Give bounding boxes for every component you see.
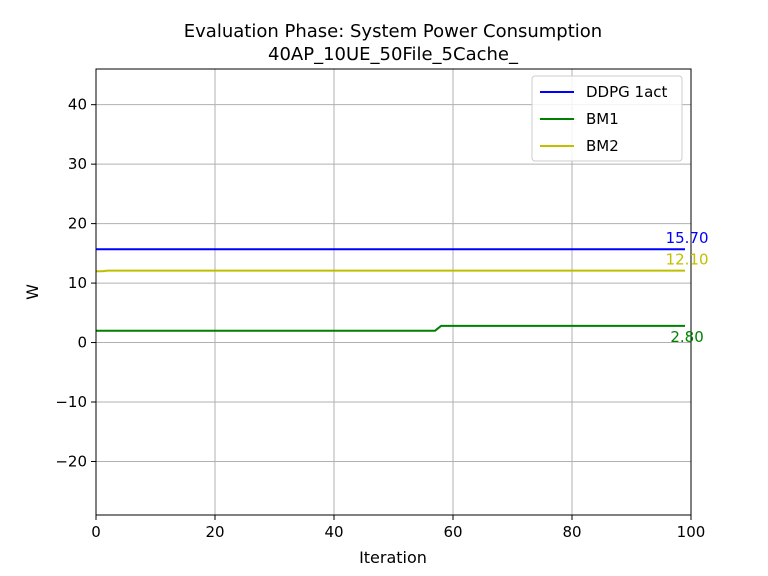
y-tick-label: −20 [55, 452, 87, 470]
y-tick-label: 30 [68, 155, 87, 173]
y-tick-label: 10 [68, 274, 87, 292]
x-tick-label: 0 [91, 523, 101, 541]
end-value-label: 2.80 [670, 328, 703, 346]
y-tick-label: 20 [68, 215, 87, 233]
series-lines [96, 248, 685, 332]
chart-title: Evaluation Phase: System Power Consumpti… [184, 21, 602, 42]
plot-frame [95, 68, 692, 516]
series-line-1 [96, 324, 685, 332]
x-tick-label: 100 [677, 523, 706, 541]
series-line-2 [96, 269, 685, 273]
y-tick-label: 40 [68, 96, 87, 114]
end-value-label: 15.70 [666, 229, 709, 247]
ticks: 0 20 40 60 80 100 −20 −10 0 10 20 30 40 [55, 96, 705, 541]
chart-subtitle: 40AP_10UE_50File_5Cache_ [268, 44, 519, 65]
x-axis-label: Iteration [359, 548, 427, 567]
legend-label: BM1 [586, 110, 619, 128]
y-axis-label: W [23, 284, 42, 300]
legend: DDPG 1act BM1 BM2 [531, 75, 683, 162]
legend-box [531, 75, 683, 162]
end-value-label: 12.10 [666, 251, 709, 269]
legend-label: BM2 [586, 137, 619, 155]
y-tick-label: −10 [55, 393, 87, 411]
end-labels: 15.70 2.80 12.10 [666, 229, 709, 346]
x-tick-label: 80 [562, 523, 581, 541]
x-tick-label: 40 [324, 523, 343, 541]
legend-label: DDPG 1act [586, 83, 668, 101]
y-tick-label: 0 [77, 334, 87, 352]
x-tick-label: 20 [205, 523, 224, 541]
x-tick-label: 60 [443, 523, 462, 541]
